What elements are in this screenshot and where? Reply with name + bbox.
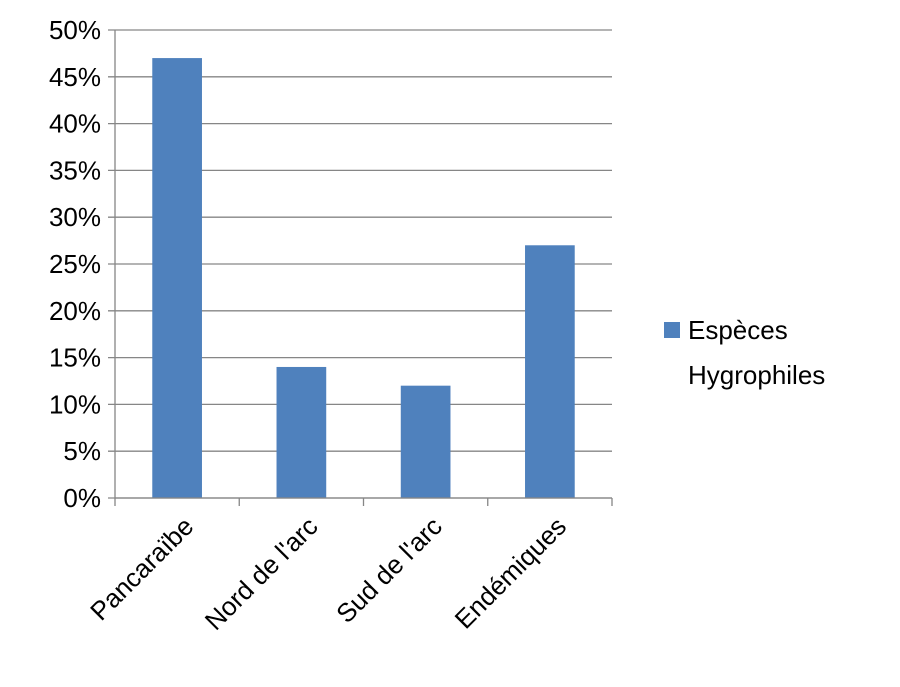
y-tick-label: 15% xyxy=(49,343,101,373)
y-tick-label: 0% xyxy=(63,483,101,513)
bars xyxy=(152,58,575,498)
y-tick-label: 45% xyxy=(49,62,101,92)
y-tick-label: 20% xyxy=(49,296,101,326)
y-axis-ticks: 0% 5% 10% 15% 20% 25% 30% 35% 40% 45% 50% xyxy=(49,15,101,513)
legend: Espèces Hygrophiles xyxy=(664,315,825,390)
y-tick-label: 5% xyxy=(63,436,101,466)
x-category-label: Pancaraïbe xyxy=(84,511,199,626)
x-category-label: Endémiques xyxy=(449,511,572,634)
legend-label-line-2: Hygrophiles xyxy=(688,360,825,390)
legend-label-line-1: Espèces xyxy=(688,315,788,345)
y-tick-label: 50% xyxy=(49,15,101,45)
bar xyxy=(276,366,327,498)
y-tick-label: 35% xyxy=(49,155,101,185)
y-tick-label: 10% xyxy=(49,389,101,419)
y-tick-label: 25% xyxy=(49,249,101,279)
x-category-label: Nord de l'arc xyxy=(199,511,324,636)
x-axis-category-labels: Pancaraïbe Nord de l'arc Sud de l'arc Endém… xyxy=(84,511,572,636)
bar xyxy=(400,385,451,498)
x-category-label: Sud de l'arc xyxy=(330,511,448,629)
legend-swatch xyxy=(664,322,680,338)
bar xyxy=(152,58,202,498)
y-tick-label: 40% xyxy=(49,109,101,139)
x-axis-ticks xyxy=(114,498,613,506)
bar xyxy=(525,245,575,498)
y-tick-label: 30% xyxy=(49,202,101,232)
